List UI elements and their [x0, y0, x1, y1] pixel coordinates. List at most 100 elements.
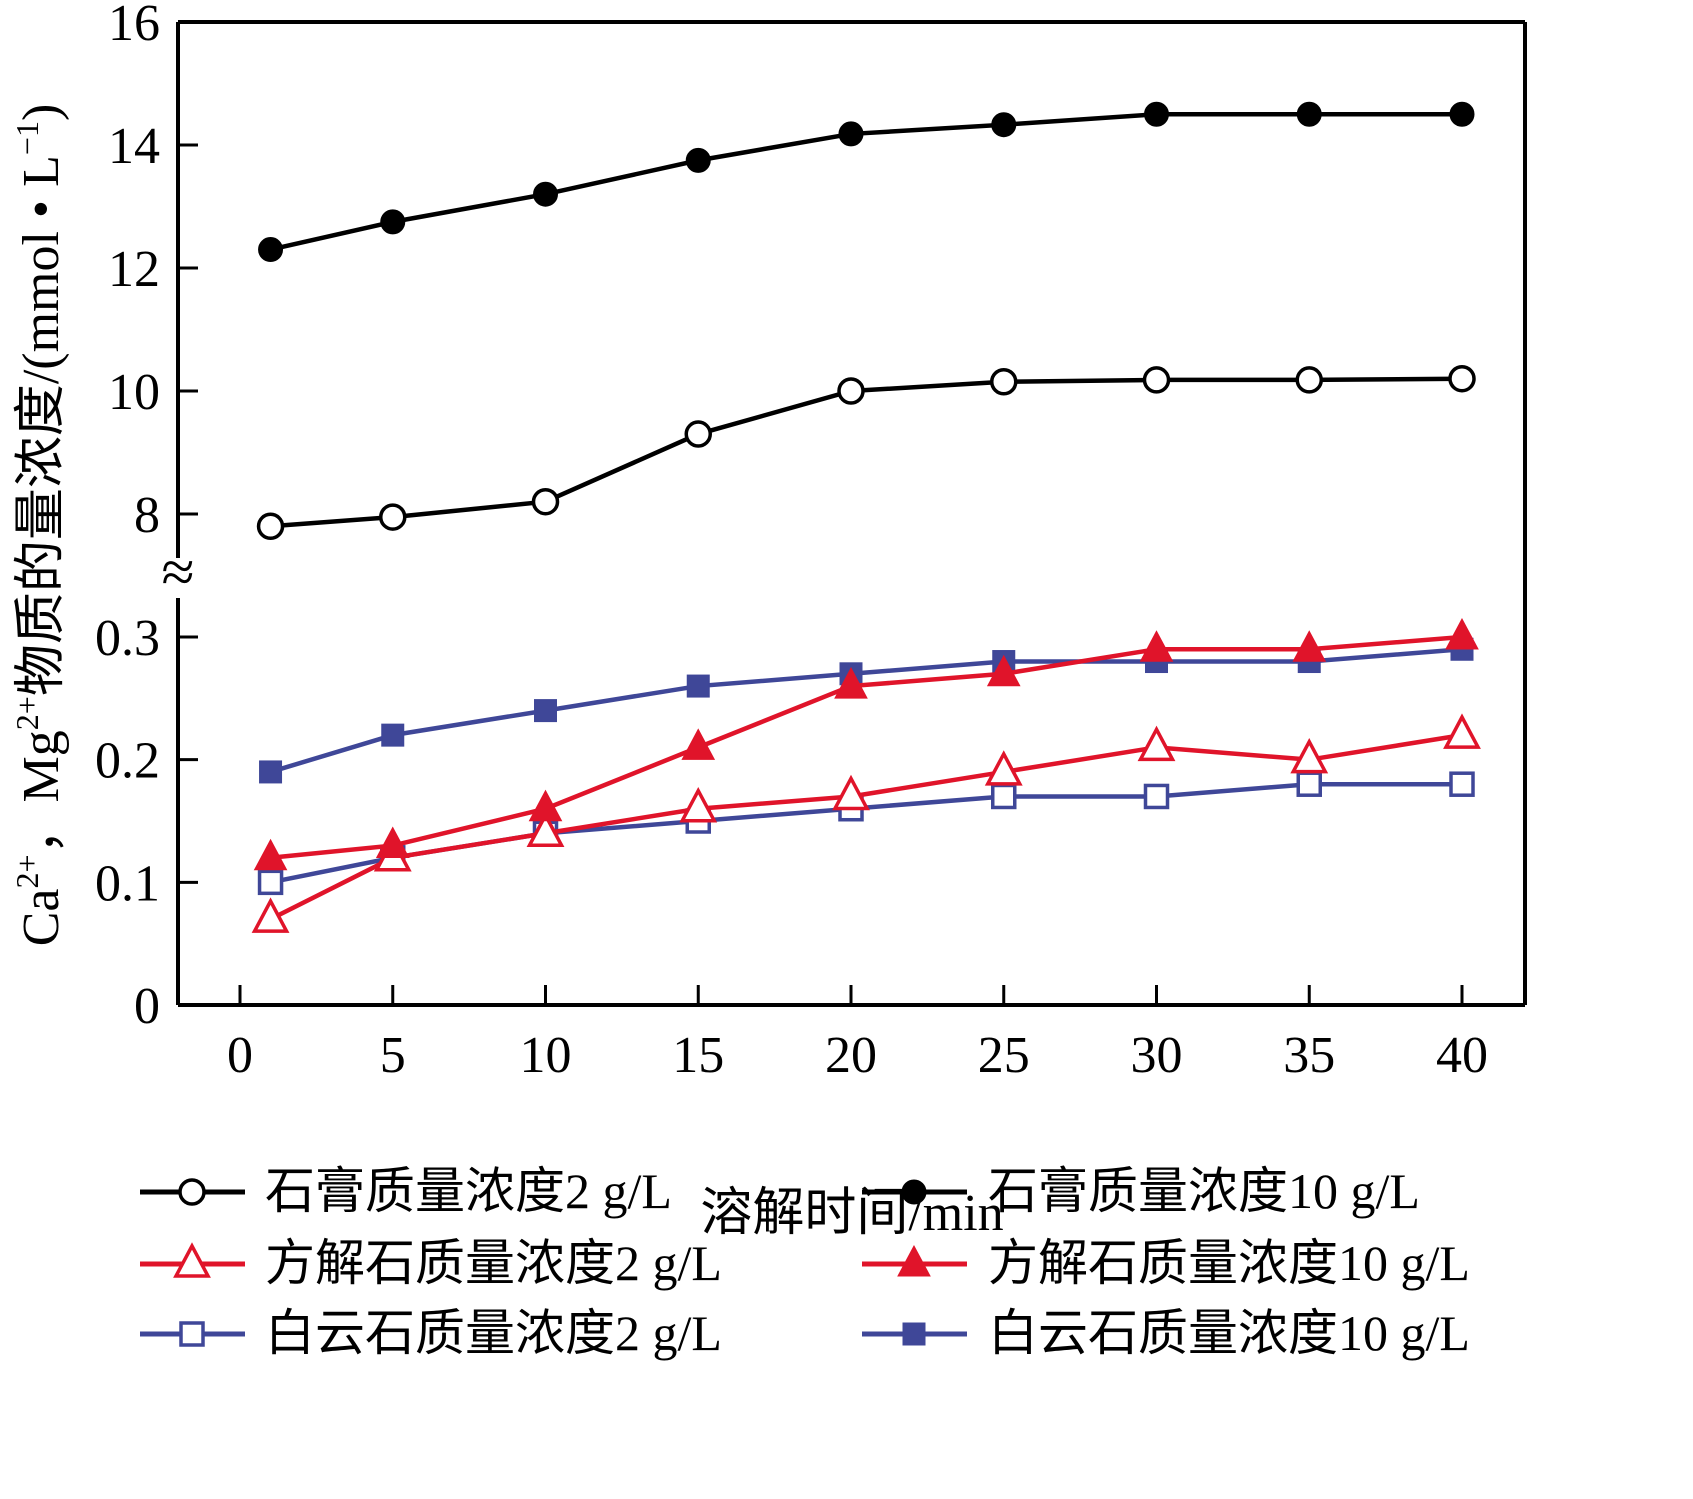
- legend-label: 白云石质量浓度10 g/L: [988, 1305, 1470, 1361]
- legend-marker: [178, 1178, 206, 1206]
- data-point: [528, 789, 563, 822]
- data-point: [375, 826, 410, 859]
- data-point: [1296, 101, 1322, 127]
- data-point: [679, 787, 718, 823]
- x-tick-label: 20: [825, 1027, 877, 1084]
- data-point: [1448, 364, 1476, 393]
- y-title-close: ): [13, 104, 70, 121]
- legend-item: 白云石质量浓度2 g/L: [140, 1305, 722, 1361]
- series-1: [258, 101, 1475, 263]
- y-title-unit-sup: −1: [9, 121, 45, 155]
- y-tick-label: 0: [134, 978, 160, 1035]
- y-tick-label: 8: [134, 487, 160, 544]
- legend: 石膏质量浓度2 g/L 石膏质量浓度10 g/L 方解石质量浓度2 g/L 方解石质量…: [140, 1163, 1470, 1361]
- series-layer: [251, 101, 1481, 933]
- legend-label: 方解石质量浓度10 g/L: [988, 1235, 1470, 1291]
- data-point: [253, 838, 288, 871]
- y-title-mg-sup: 2+: [9, 696, 45, 730]
- series-line: [270, 112, 1462, 252]
- data-point: [1144, 101, 1169, 127]
- y-tick-label: 12: [108, 241, 160, 298]
- data-point: [380, 209, 406, 235]
- y-title-rest: 物质的量浓度/(mmol • L: [13, 155, 70, 696]
- data-point: [1295, 366, 1323, 394]
- data-point: [381, 723, 405, 747]
- y-tick-label: 14: [108, 118, 160, 175]
- series-5: [259, 637, 1474, 784]
- legend-marker: [179, 1321, 205, 1347]
- legend-item: 石膏质量浓度2 g/L: [140, 1163, 672, 1219]
- legend-label: 方解石质量浓度2 g/L: [265, 1235, 722, 1291]
- data-point: [686, 674, 710, 698]
- data-point: [681, 728, 716, 760]
- series-2: [251, 713, 1481, 933]
- data-point: [251, 897, 290, 933]
- data-point: [991, 783, 1017, 810]
- data-point: [1142, 366, 1171, 394]
- legend-item: 白云石质量浓度10 g/L: [862, 1305, 1470, 1361]
- y-tick-label: 10: [108, 364, 160, 421]
- y-title-ca-sup: 2+: [9, 854, 45, 888]
- legend-label: 石膏质量浓度10 g/L: [988, 1163, 1420, 1219]
- legend-marker: [897, 1244, 931, 1277]
- x-tick-label: 0: [227, 1027, 253, 1084]
- data-point: [1137, 725, 1176, 762]
- data-point: [534, 699, 557, 723]
- data-point: [1290, 737, 1329, 774]
- data-point: [257, 869, 284, 896]
- legend-label: 石膏质量浓度2 g/L: [265, 1163, 672, 1219]
- series-line: [270, 634, 1463, 861]
- x-tick-label: 5: [380, 1027, 406, 1084]
- series-line: [269, 647, 1463, 775]
- data-point: [1139, 630, 1174, 662]
- y-axis-title: Ca2+，Mg2+物质的量浓度/(mmol • L−1): [9, 104, 70, 947]
- data-point: [984, 750, 1023, 786]
- series-0: [256, 364, 1476, 541]
- data-point: [259, 760, 283, 784]
- data-point: [1445, 617, 1479, 650]
- data-point: [1296, 771, 1322, 797]
- y-title-ca: Ca: [13, 889, 70, 947]
- y-tick-label: 0.1: [95, 855, 160, 912]
- y-title-sep: ，Mg: [13, 730, 70, 854]
- data-point: [838, 121, 864, 147]
- x-tick-label: 25: [978, 1027, 1030, 1084]
- y-axis-ticks: 8 10 12 14 16 0 0.1 0.2 0.3: [95, 0, 198, 1035]
- data-point: [832, 774, 870, 811]
- series-line: [270, 376, 1463, 529]
- data-point: [1449, 101, 1475, 127]
- data-point: [533, 181, 558, 207]
- legend-label: 白云石质量浓度2 g/L: [265, 1305, 722, 1361]
- data-point: [834, 667, 868, 699]
- legend-marker: [173, 1242, 211, 1278]
- data-point: [684, 420, 712, 448]
- data-point: [526, 811, 565, 848]
- data-point: [837, 377, 865, 405]
- data-point: [685, 147, 711, 173]
- y-tick-label: 0.3: [95, 610, 160, 667]
- data-point: [1449, 771, 1475, 797]
- data-point: [991, 112, 1017, 138]
- x-axis-ticks: 0 5 10 15 20 25 30 35 40: [227, 985, 1488, 1084]
- data-point: [990, 368, 1018, 396]
- y-tick-label: 0.2: [95, 733, 160, 790]
- data-point: [1143, 783, 1170, 810]
- x-tick-label: 40: [1436, 1027, 1488, 1084]
- legend-marker: [902, 1322, 926, 1346]
- data-point: [531, 487, 560, 516]
- series-line: [269, 732, 1463, 922]
- data-point: [258, 237, 284, 263]
- legend-marker: [901, 1179, 927, 1205]
- series-3: [253, 617, 1479, 871]
- x-tick-label: 15: [672, 1027, 724, 1084]
- data-point: [1443, 713, 1481, 749]
- legend-item: 方解石质量浓度10 g/L: [862, 1235, 1470, 1291]
- axis-break-symbol: ≈: [162, 539, 195, 605]
- data-point: [256, 512, 285, 541]
- y-tick-label: 16: [108, 0, 160, 52]
- data-point: [986, 654, 1021, 687]
- x-tick-label: 35: [1283, 1027, 1335, 1084]
- legend-item: 石膏质量浓度10 g/L: [862, 1163, 1420, 1219]
- x-tick-label: 10: [520, 1027, 572, 1084]
